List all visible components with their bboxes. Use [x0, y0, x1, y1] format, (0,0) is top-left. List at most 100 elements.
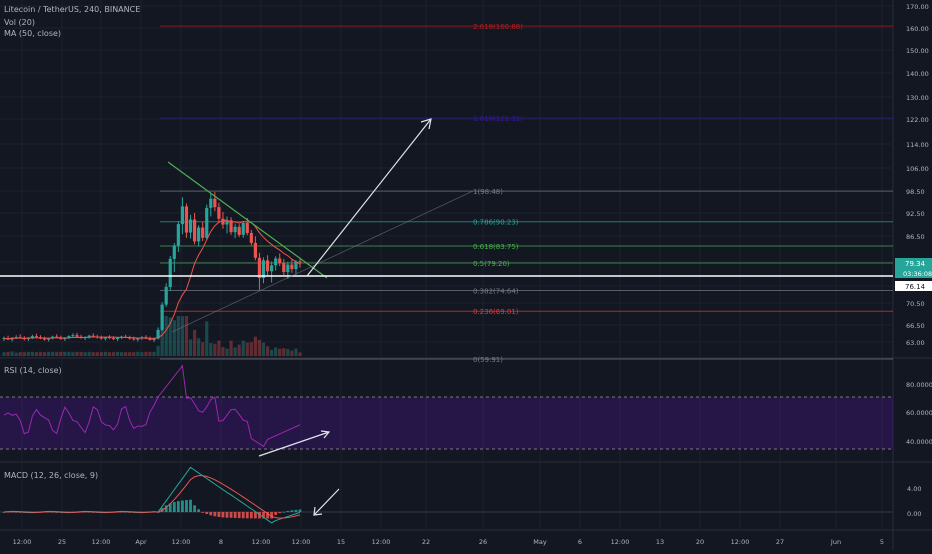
fib-level-label: 0.382(74.64) — [473, 288, 519, 296]
fib-level-label: 2.618(160.88) — [473, 23, 523, 31]
macd-histogram-bar — [233, 512, 237, 518]
rsi-pane — [0, 364, 893, 457]
candle-body — [152, 338, 156, 341]
volume-bar — [290, 350, 294, 356]
volume-bar — [2, 352, 6, 356]
volume-bar — [245, 342, 249, 356]
volume-bar — [132, 352, 136, 356]
macd-histogram-bar — [209, 512, 213, 516]
volume-bar — [34, 352, 39, 356]
candles — [2, 192, 302, 342]
macd-histogram-bar — [298, 509, 302, 512]
drawings[interactable] — [0, 118, 893, 333]
price-axis-label: 140.00 — [906, 70, 929, 78]
volume-bar — [38, 351, 43, 356]
rsi-axis-label-40: 40.0000 — [906, 438, 932, 446]
ma-legend[interactable]: MA (50, close) — [4, 29, 62, 38]
volume-bar — [298, 352, 302, 356]
time-axis-label: 12:00 — [372, 538, 391, 546]
macd-histogram-bar — [245, 512, 249, 519]
candle-body — [128, 337, 132, 339]
volume-bar — [75, 351, 79, 356]
time-axis-label: 12:00 — [611, 538, 630, 546]
rsi-axis[interactable]: 80.0000 60.0000 40.0000 — [906, 381, 932, 446]
macd-histogram-bar — [249, 512, 253, 519]
volume-bar — [225, 348, 229, 356]
time-axis-label: 27 — [776, 538, 784, 546]
fib-level-label: 0.786(90.23) — [473, 219, 519, 227]
candle-body — [225, 220, 229, 225]
time-axis-label: 5 — [880, 538, 884, 546]
price-axis-label: 114.00 — [906, 141, 929, 149]
volume-bar — [205, 321, 209, 356]
symbol-legend[interactable]: Litecoin / TetherUS, 240, BINANCE — [4, 5, 141, 14]
macd-histogram-bar — [278, 512, 282, 514]
time-axis-label: May — [533, 538, 547, 546]
candle-body — [172, 245, 176, 259]
macd-histogram-bar — [164, 505, 168, 512]
volume-bar — [270, 349, 274, 356]
volume-bar — [83, 352, 87, 356]
fibonacci-extension[interactable]: 2.618(160.88) 1.618(122.31) 1(98.48) 0.786(… — [160, 23, 893, 364]
macd-arrow-head — [313, 506, 323, 516]
volume-legend[interactable]: Vol (20) — [4, 18, 35, 27]
volume-bar — [26, 351, 30, 356]
volume-bar — [188, 339, 193, 356]
candle-body — [180, 206, 185, 225]
candle-body — [156, 329, 160, 339]
candle-body — [148, 338, 152, 341]
time-axis-label: Apr — [135, 538, 147, 546]
volume-bar — [107, 352, 112, 356]
volume-bar — [213, 343, 217, 356]
candle-body — [47, 338, 51, 340]
volume-bar — [140, 352, 144, 356]
macd-histogram-bar — [2, 512, 6, 513]
macd-histogram-bar — [217, 512, 221, 517]
macd-legend[interactable]: MACD (12, 26, close, 9) — [4, 471, 99, 480]
candle-body — [278, 258, 282, 264]
volume-bar — [261, 342, 266, 356]
candle-body — [286, 264, 290, 273]
candle-body — [237, 226, 241, 235]
volume-bar — [201, 342, 205, 356]
price-axis[interactable]: 170.00 160.00 150.00 140.00 130.00 122.00 114.… — [906, 3, 929, 347]
time-axis-label: 12:00 — [172, 538, 191, 546]
candle-body — [205, 207, 209, 238]
candle-body — [136, 338, 140, 340]
volume-bar — [119, 352, 124, 356]
candle-body — [34, 336, 39, 338]
candle-body — [188, 219, 193, 233]
volume-bar — [286, 349, 290, 356]
volume-bar — [241, 340, 245, 356]
time-axis-label: Jun — [830, 538, 841, 546]
rsi-legend[interactable]: RSI (14, close) — [4, 366, 62, 375]
candle-body — [217, 207, 221, 219]
rsi-axis-label-60: 60.0000 — [906, 409, 932, 417]
volume-bar — [257, 339, 262, 356]
price-axis-label: 98.50 — [906, 188, 925, 196]
price-axis-label: 122.00 — [906, 116, 929, 124]
time-axis-label: 8 — [219, 538, 223, 546]
macd-histogram-bar — [193, 505, 196, 512]
candle-body — [197, 227, 201, 242]
fib-anchor-line — [171, 190, 474, 333]
volume-bar — [197, 338, 201, 356]
macd-axis[interactable]: 4.00 0.00 — [907, 485, 921, 518]
macd-histogram-bar — [205, 512, 209, 515]
macd-histogram-bar — [290, 510, 294, 512]
macd-histogram-bar — [91, 512, 95, 513]
volume-bar — [10, 351, 14, 356]
time-axis[interactable]: 12:00 25 12:00 Apr 12:00 8 12:00 12:00 15 12:00 22… — [13, 538, 884, 546]
volume-bar — [103, 351, 107, 356]
volume-bar — [51, 351, 55, 356]
volume-bar — [237, 344, 241, 356]
candle-body — [298, 261, 302, 263]
macd-histogram-bar — [14, 511, 18, 513]
macd-histogram-bar — [168, 503, 172, 512]
volume-bar — [217, 340, 221, 356]
fib-level-label: 0.236(69.01) — [473, 308, 519, 316]
volume-bar — [192, 329, 197, 356]
candle-body — [294, 261, 298, 270]
